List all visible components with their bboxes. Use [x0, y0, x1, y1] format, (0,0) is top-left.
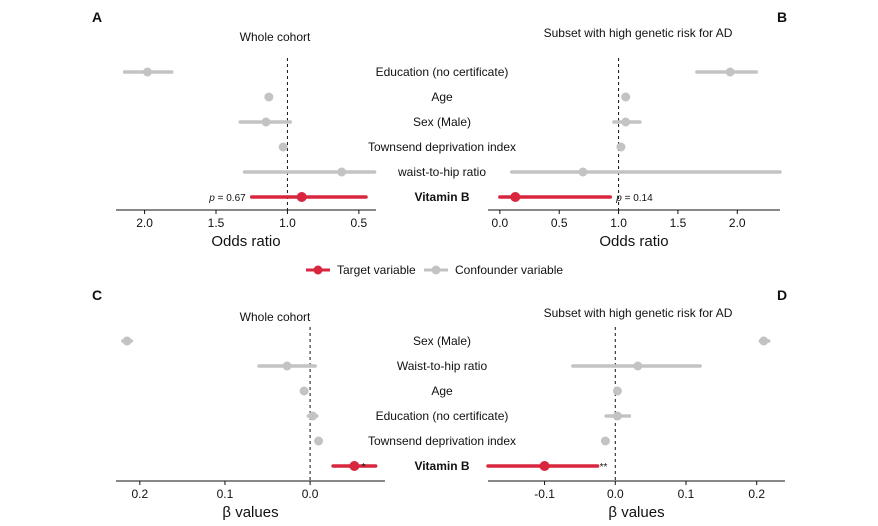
- panel-title: Whole cohort: [240, 310, 311, 324]
- panel-a: A Whole cohort 2.0 1.5 1.0 0.5 Odds ratio Educa…: [92, 9, 516, 250]
- confounder-point: [278, 142, 288, 152]
- panel-c: C Whole cohort 0.2 0.1 0.0 β values Sex (Male)…: [92, 287, 516, 521]
- row-label: Sex (Male): [413, 115, 471, 129]
- confounder-point: [299, 386, 309, 396]
- confounder-point: [264, 92, 274, 102]
- confounder-point: [578, 167, 588, 177]
- x-tick-label: 1.0: [610, 216, 627, 230]
- x-tick-label: 0.2: [748, 487, 765, 501]
- x-tick-label: 1.5: [208, 216, 225, 230]
- significance-annotation: p = 0.67: [208, 193, 246, 204]
- confounder-point: [314, 436, 324, 446]
- confounder-point: [725, 67, 735, 77]
- panel-letter: B: [777, 9, 787, 25]
- x-tick-label: 2.0: [729, 216, 746, 230]
- significance-annotation: *: [362, 462, 366, 473]
- x-tick-label: 0.0: [607, 487, 624, 501]
- x-tick-label: 0.5: [351, 216, 368, 230]
- panel-title: Subset with high genetic risk for AD: [544, 26, 733, 40]
- significance-annotation: p = 0.14: [615, 193, 653, 204]
- confounder-point: [308, 411, 318, 421]
- confounder-point: [122, 336, 132, 346]
- confounder-point: [337, 167, 347, 177]
- x-axis-label: Odds ratio: [599, 233, 668, 250]
- row-label: Townsend deprivation index: [368, 140, 516, 154]
- row-label: Townsend deprivation index: [368, 434, 516, 448]
- row-label: Age: [431, 90, 453, 104]
- row-label: Vitamin B: [414, 459, 469, 473]
- legend-confounder-marker: [431, 265, 441, 275]
- row-label: Education (no certificate): [376, 65, 509, 79]
- confounder-point: [282, 361, 292, 371]
- row-label: Education (no certificate): [376, 409, 509, 423]
- x-tick-label: 1.0: [279, 216, 296, 230]
- confounder-point: [142, 67, 152, 77]
- panel-title: Subset with high genetic risk for AD: [544, 306, 733, 320]
- panel-d: D Subset with high genetic risk for AD -0.…: [486, 287, 787, 521]
- row-label: Waist-to-hip ratio: [397, 359, 488, 373]
- panels-layer: A Whole cohort 2.0 1.5 1.0 0.5 Odds ratio Educa…: [92, 9, 787, 521]
- confounder-point: [612, 411, 622, 421]
- target-point: [296, 192, 307, 202]
- x-tick-label: -0.1: [534, 487, 555, 501]
- target-point: [349, 461, 360, 471]
- x-axis-label: β values: [222, 504, 278, 521]
- x-axis-label: Odds ratio: [211, 233, 280, 250]
- row-label: Vitamin B: [414, 190, 469, 204]
- target-point: [539, 461, 550, 471]
- x-tick-label: 0.0: [302, 487, 319, 501]
- x-tick-label: 2.0: [136, 216, 153, 230]
- panel-title: Whole cohort: [240, 30, 311, 44]
- panel-letter: A: [92, 9, 102, 25]
- confounder-point: [600, 436, 610, 446]
- x-axis-label: β values: [608, 504, 664, 521]
- panel-b: B Subset with high genetic risk for AD 0.0…: [488, 9, 787, 250]
- target-point: [510, 192, 521, 202]
- confounder-point: [621, 117, 631, 127]
- row-label: Sex (Male): [413, 334, 471, 348]
- legend-target-label: Target variable: [337, 263, 416, 277]
- x-tick-label: 0.0: [492, 216, 509, 230]
- confounder-point: [616, 142, 626, 152]
- x-tick-label: 1.5: [670, 216, 687, 230]
- confounder-point: [633, 361, 643, 371]
- confounder-point: [759, 336, 769, 346]
- confounder-point: [612, 386, 622, 396]
- confounder-point: [261, 117, 271, 127]
- legend: Target variable Confounder variable: [306, 263, 563, 277]
- x-tick-label: 0.5: [551, 216, 568, 230]
- legend-confounder-label: Confounder variable: [455, 263, 563, 277]
- x-tick-label: 0.2: [131, 487, 148, 501]
- row-label: waist-to-hip ratio: [397, 165, 486, 179]
- panel-letter: D: [777, 287, 787, 303]
- x-tick-label: 0.1: [678, 487, 695, 501]
- confounder-point: [621, 92, 631, 102]
- row-label: Age: [431, 384, 453, 398]
- significance-annotation: **: [600, 462, 608, 473]
- panel-letter: C: [92, 287, 102, 303]
- x-tick-label: 0.1: [217, 487, 234, 501]
- legend-target-marker: [313, 265, 323, 275]
